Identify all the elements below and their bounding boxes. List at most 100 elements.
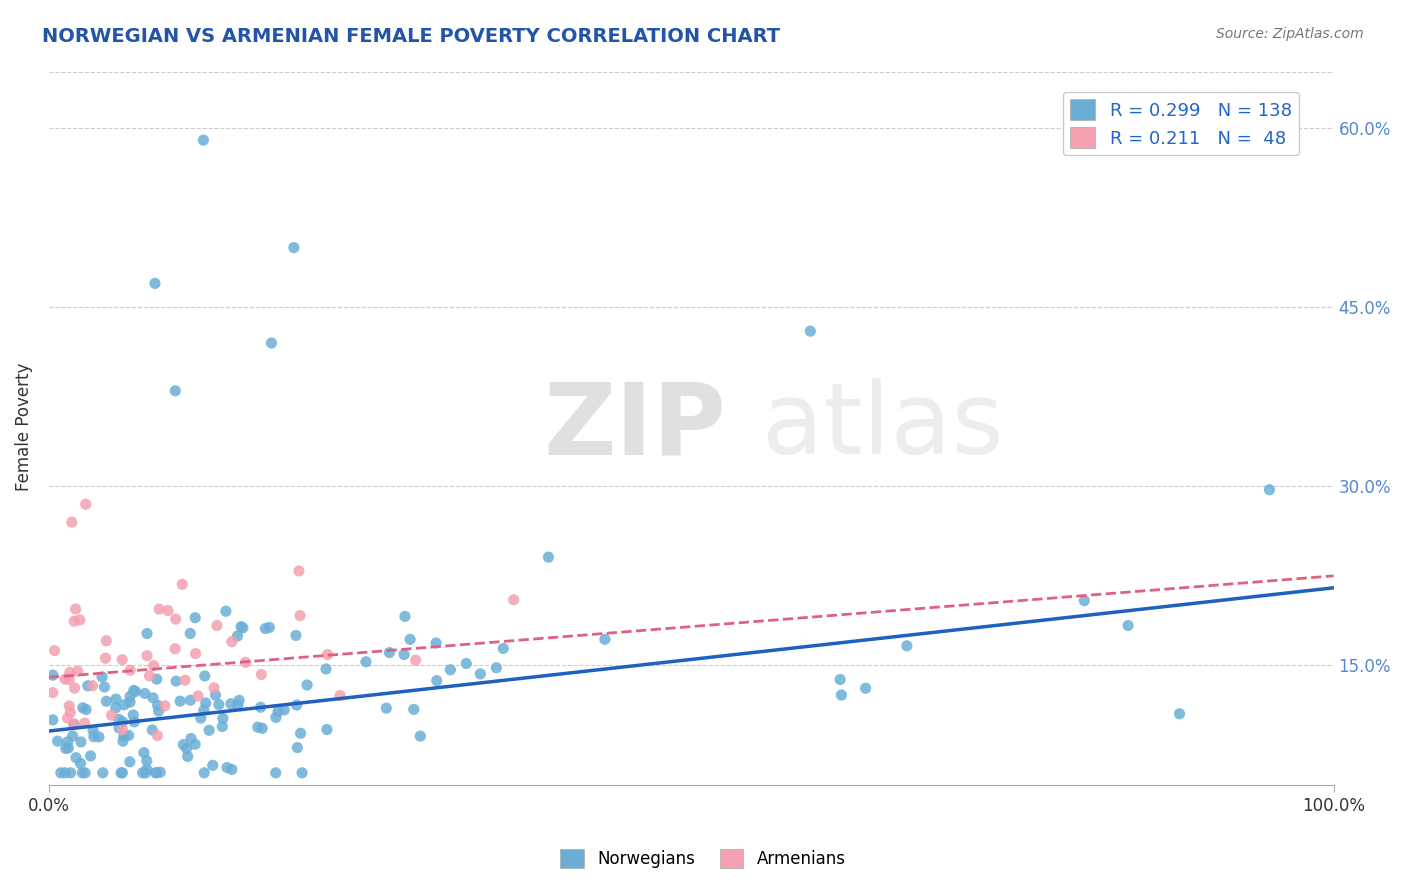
Point — [291, 765, 314, 780]
Point — [156, 603, 179, 617]
Point — [62, 717, 84, 731]
Point — [593, 632, 616, 647]
Point — [53, 672, 76, 686]
Point — [122, 683, 145, 698]
Point — [439, 663, 461, 677]
Point — [235, 656, 257, 670]
Point — [187, 689, 209, 703]
Point — [87, 730, 110, 744]
Point — [205, 618, 228, 632]
Point — [165, 384, 187, 398]
Point — [118, 728, 141, 742]
Point — [165, 641, 187, 656]
Point — [65, 750, 87, 764]
Point — [290, 726, 312, 740]
Point — [219, 697, 242, 711]
Point — [288, 608, 311, 623]
Point — [73, 716, 96, 731]
Point — [215, 760, 238, 774]
Point — [91, 765, 114, 780]
Point — [75, 765, 97, 780]
Point — [409, 729, 432, 743]
Point — [63, 681, 86, 695]
Point — [135, 765, 157, 780]
Point — [143, 277, 166, 291]
Point — [492, 641, 515, 656]
Point — [378, 646, 401, 660]
Point — [246, 720, 269, 734]
Point — [315, 662, 337, 676]
Point — [264, 765, 287, 780]
Point — [169, 694, 191, 708]
Point — [354, 655, 377, 669]
Text: ZIP: ZIP — [544, 378, 727, 475]
Point — [56, 735, 79, 749]
Legend: R = 0.299   N = 138, R = 0.211   N =  48: R = 0.299 N = 138, R = 0.211 N = 48 — [1063, 92, 1299, 155]
Point — [108, 721, 131, 735]
Point — [174, 673, 197, 688]
Point — [60, 515, 83, 529]
Point — [76, 679, 98, 693]
Point — [135, 754, 157, 768]
Point — [193, 703, 215, 717]
Point — [285, 740, 308, 755]
Point — [146, 729, 169, 743]
Point — [172, 577, 194, 591]
Point — [145, 765, 167, 780]
Point — [284, 628, 307, 642]
Point — [56, 711, 79, 725]
Point — [59, 706, 82, 720]
Point — [146, 698, 169, 713]
Point — [58, 740, 80, 755]
Point — [208, 698, 231, 712]
Point — [66, 664, 89, 678]
Point — [94, 651, 117, 665]
Point — [426, 673, 449, 688]
Point — [110, 765, 132, 780]
Point — [108, 712, 131, 726]
Point — [399, 632, 422, 647]
Point — [194, 669, 217, 683]
Point — [53, 765, 76, 780]
Point — [111, 734, 134, 748]
Point — [392, 648, 415, 662]
Point — [193, 133, 215, 147]
Point — [502, 592, 524, 607]
Point — [259, 620, 281, 634]
Point — [329, 689, 352, 703]
Point — [75, 702, 97, 716]
Point — [316, 723, 339, 737]
Point — [896, 639, 918, 653]
Point — [211, 719, 233, 733]
Point — [215, 604, 238, 618]
Point — [72, 700, 94, 714]
Text: NORWEGIAN VS ARMENIAN FEMALE POVERTY CORRELATION CHART: NORWEGIAN VS ARMENIAN FEMALE POVERTY COR… — [42, 27, 780, 45]
Point — [212, 711, 235, 725]
Point — [142, 690, 165, 705]
Point — [485, 661, 508, 675]
Point — [229, 620, 252, 634]
Point — [42, 668, 65, 682]
Point — [204, 688, 226, 702]
Point — [55, 741, 77, 756]
Point — [184, 611, 207, 625]
Point — [202, 681, 225, 695]
Text: Source: ZipAtlas.com: Source: ZipAtlas.com — [1216, 27, 1364, 41]
Point — [49, 765, 72, 780]
Point — [194, 696, 217, 710]
Point — [221, 634, 243, 648]
Point — [59, 765, 82, 780]
Point — [65, 602, 87, 616]
Point — [254, 622, 277, 636]
Point — [136, 648, 159, 663]
Point — [111, 714, 134, 729]
Point — [134, 686, 156, 700]
Point — [180, 731, 202, 746]
Point — [316, 648, 339, 662]
Point — [470, 667, 492, 681]
Point — [855, 681, 877, 696]
Point — [120, 663, 142, 677]
Point — [264, 710, 287, 724]
Point — [42, 685, 65, 699]
Point — [226, 698, 249, 712]
